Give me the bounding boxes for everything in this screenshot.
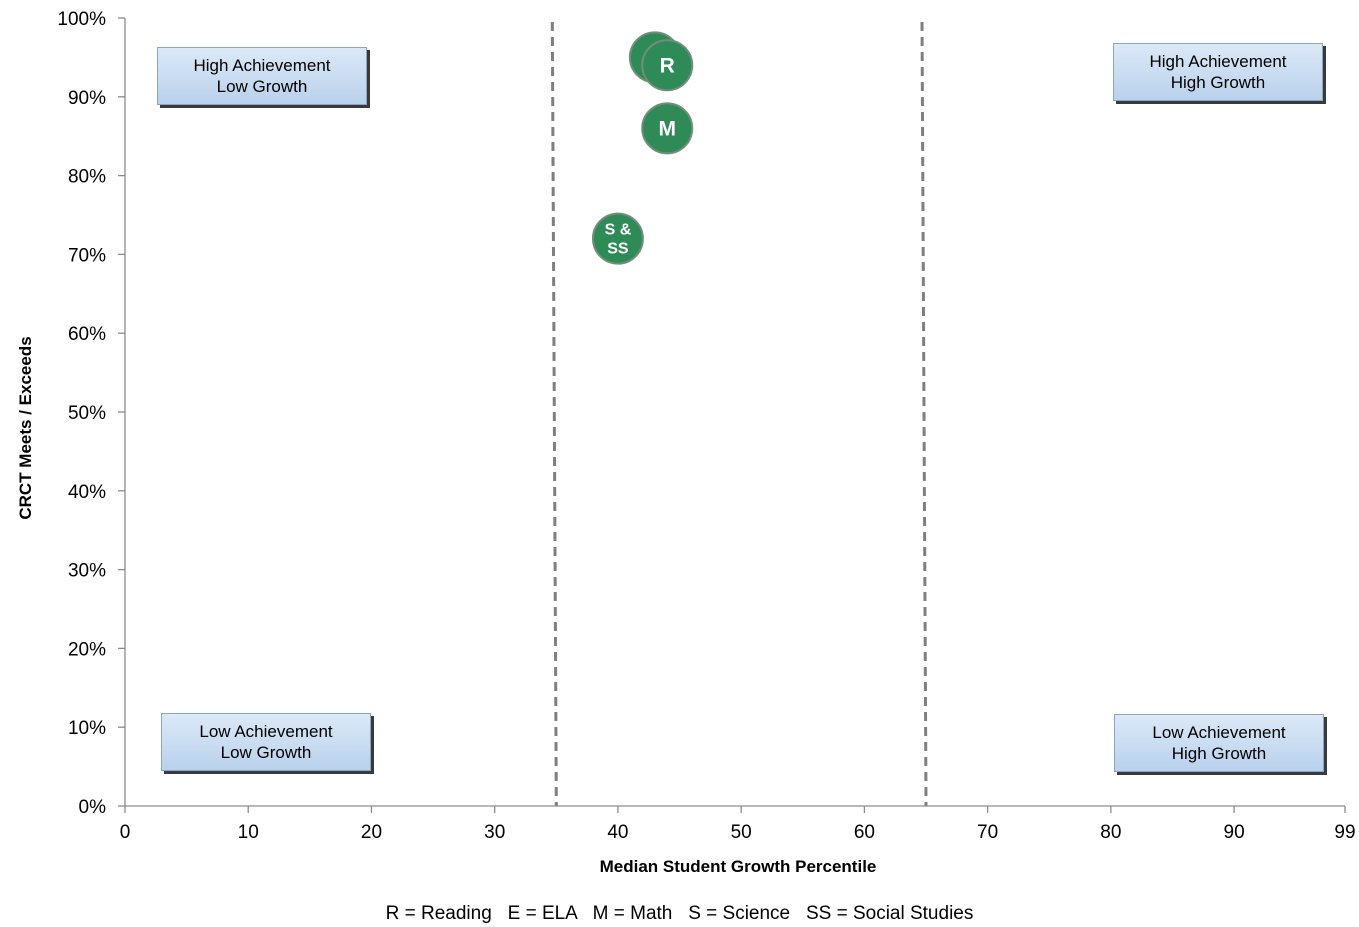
x-tick-label: 20: [361, 822, 382, 843]
y-tick-label: 60%: [68, 324, 106, 345]
y-tick-label: 30%: [68, 561, 106, 582]
y-axis-ticks: 0% 10% 20% 30% 40% 50% 60% 70% 80% 90% 100%: [57, 9, 125, 818]
quadrant-label-line1: Low Achievement: [199, 722, 333, 741]
x-tick-label: 70: [977, 822, 998, 843]
x-tick-label: 90: [1224, 822, 1245, 843]
quadrant-label-top-left: High Achievement Low Growth: [157, 47, 367, 105]
y-tick-label: 50%: [68, 403, 106, 424]
quadrant-label-line1: High Achievement: [193, 56, 331, 75]
data-point-label: S &: [605, 222, 632, 239]
reference-line: [920, 21, 928, 807]
quadrant-label-line1: Low Achievement: [1152, 723, 1286, 742]
data-points: ERMS &SS: [591, 31, 694, 265]
y-tick-label: 90%: [68, 88, 106, 109]
data-point-marker: [641, 102, 694, 155]
quadrant-label-line2: High Growth: [1171, 744, 1267, 763]
data-point-label: SS: [607, 241, 629, 258]
data-point: S & SS: [591, 212, 644, 265]
legend-footnote: R = Reading E = ELA M = Math S = Science…: [385, 903, 974, 924]
quadrant-label-bottom-right: Low Achievement High Growth: [1114, 714, 1324, 772]
y-tick-label: 70%: [68, 245, 106, 266]
data-point-marker: [641, 39, 694, 92]
quadrant-label-line2: Low Growth: [216, 77, 308, 96]
quadrant-label-top-right: High Achievement High Growth: [1113, 43, 1323, 101]
reference-lines: [550, 21, 928, 807]
y-tick-label: 100%: [57, 9, 106, 30]
x-tick-label: 50: [731, 822, 752, 843]
y-tick-label: 10%: [68, 718, 106, 739]
data-point: R: [641, 39, 694, 92]
x-axis-title: Median Student Growth Percentile: [600, 857, 877, 876]
x-tick-label: 60: [854, 822, 875, 843]
data-point-marker: [591, 212, 644, 265]
quadrant-label-bottom-left: Low Achievement Low Growth: [161, 713, 371, 771]
x-tick-label: 40: [607, 822, 628, 843]
x-tick-label: 30: [484, 822, 505, 843]
y-tick-label: 80%: [68, 167, 106, 188]
data-point: M: [641, 102, 694, 155]
data-point-label: R: [660, 54, 675, 77]
y-tick-label: 40%: [68, 482, 106, 503]
x-tick-label: 80: [1100, 822, 1121, 843]
x-tick-label: 99: [1334, 822, 1355, 843]
quadrant-label-line1: High Achievement: [1149, 52, 1287, 71]
y-axis-title: CRCT Meets / Exceeds: [16, 336, 35, 519]
x-axis-ticks: 0 10 20 30 40 50 60 70 80 90 99: [120, 806, 1356, 843]
data-point-label: M: [658, 117, 676, 140]
x-tick-label: 0: [120, 822, 131, 843]
axes: [124, 18, 1345, 807]
y-tick-label: 20%: [68, 639, 106, 660]
quadrant-label-line2: Low Growth: [220, 743, 312, 762]
reference-line: [550, 21, 558, 807]
quadrant-label-line2: High Growth: [1170, 73, 1266, 92]
x-tick-label: 10: [238, 822, 259, 843]
y-tick-label: 0%: [79, 797, 107, 818]
